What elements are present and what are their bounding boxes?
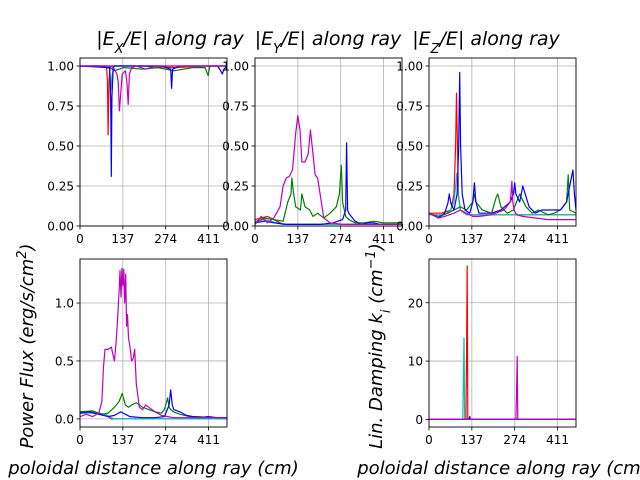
y-tick-label: 1.0	[55, 297, 74, 311]
y-tick-label: 1.00	[396, 60, 423, 74]
x-tick-label: 0	[76, 433, 84, 447]
series-line-green	[429, 174, 576, 217]
x-tick-label: 274	[154, 232, 177, 246]
subplot-5: 0 137 274 411 0 10 20 poloidal distance along r…	[356, 243, 640, 479]
y-tick-label: 0	[415, 413, 423, 427]
y-tick-label: 0.25	[222, 180, 249, 194]
x-tick-label: 137	[286, 232, 309, 246]
y-tick-label: 0.5	[55, 354, 74, 368]
series-line-blue	[255, 142, 402, 225]
series-line-blue	[429, 71, 576, 219]
subplot-3: 0 137 274 411 0.00 0.25 0.50 0.75 1.00	[396, 57, 577, 246]
x-tick-label: 137	[111, 433, 134, 447]
x-tick-label: 137	[460, 433, 483, 447]
y-tick-label: 0.50	[396, 140, 423, 154]
axes-frame	[79, 57, 228, 227]
y-tick-label: 0.00	[396, 220, 423, 234]
y-tick-label: 0.50	[222, 140, 249, 154]
series-group	[429, 265, 576, 420]
series-group	[255, 114, 402, 225]
y-tick-label: 0.00	[222, 220, 249, 234]
axes-frame	[428, 258, 577, 428]
x-tick-label: 411	[197, 433, 220, 447]
y-tick-label: 10	[408, 355, 423, 369]
x-tick-label: 411	[546, 433, 569, 447]
y-tick-label: 0.0	[55, 412, 74, 426]
series-line-magenta	[255, 114, 402, 225]
series-line-magenta	[80, 65, 227, 112]
x-tick-label: 411	[372, 232, 395, 246]
x-tick-label: 137	[460, 232, 483, 246]
y-tick-label: 0.75	[396, 100, 423, 114]
x-tick-label: 274	[503, 433, 526, 447]
x-tick-label: 137	[111, 232, 134, 246]
y-tick-label: 1.00	[222, 60, 249, 74]
subplot-2: 0 137 274 411 0.00 0.25 0.50 0.75 1.00	[222, 57, 403, 246]
series-line-magenta	[80, 267, 227, 419]
y-axis-label: Lin. Damping ki (cm−1)	[364, 243, 394, 449]
series-line-magenta	[429, 180, 576, 221]
series-group	[80, 267, 227, 420]
axes-frame	[428, 57, 577, 227]
x-tick-label: 274	[329, 232, 352, 246]
y-tick-label: 0.75	[47, 100, 74, 114]
x-tick-label: 411	[546, 232, 569, 246]
x-tick-label: 411	[197, 232, 220, 246]
y-tick-label: 0.25	[396, 180, 423, 194]
series-line-red	[80, 65, 227, 136]
y-tick-label: 0.75	[222, 100, 249, 114]
y-tick-label: 0.25	[47, 180, 74, 194]
x-tick-label: 0	[251, 232, 259, 246]
series-group	[429, 71, 576, 221]
series-line-cyan	[429, 172, 576, 216]
subplot-1: 0 137 274 411 0.00 0.25 0.50 0.75 1.00	[47, 57, 228, 246]
axes-frame	[254, 57, 403, 227]
x-axis-label: poloidal distance along ray (cm)	[356, 458, 640, 479]
subplot-title-1: |EX/E| along ray	[96, 28, 244, 57]
series-line-blue	[80, 65, 227, 177]
x-tick-label: 274	[154, 433, 177, 447]
subplot-4: 0 137 274 411 0.0 0.5 1.0 poloidal distance alo…	[7, 243, 299, 479]
axes-frame	[79, 258, 228, 428]
y-axis-label: Power Flux (erg/s/cm2)	[15, 243, 39, 448]
y-tick-label: 0.00	[47, 220, 74, 234]
x-tick-label: 274	[503, 232, 526, 246]
y-tick-label: 0.50	[47, 140, 74, 154]
y-tick-label: 20	[408, 296, 423, 310]
subplot-title-2: |EY/E| along ray	[255, 28, 402, 57]
subplot-title-3: |EZ/E| along ray	[412, 28, 560, 57]
x-axis-label: poloidal distance along ray (cm)	[7, 458, 299, 479]
y-tick-label: 1.00	[47, 60, 74, 74]
series-line-magenta	[429, 355, 576, 420]
series-group	[80, 65, 227, 177]
x-tick-label: 0	[425, 232, 433, 246]
x-tick-label: 0	[425, 433, 433, 447]
x-tick-label: 0	[76, 232, 84, 246]
